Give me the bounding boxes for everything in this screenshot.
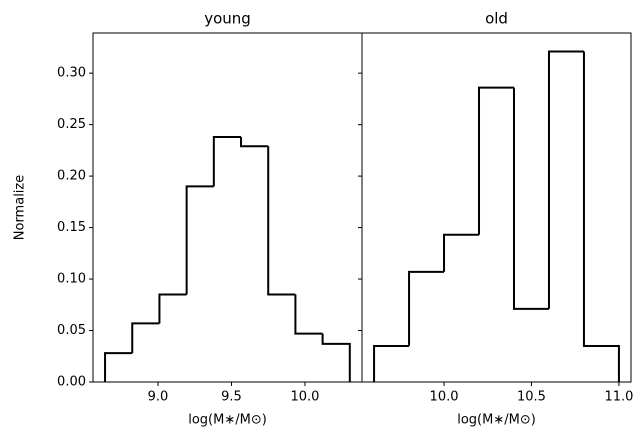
histogram-step (582, 51, 620, 382)
y-tick-label: 0.00 (57, 375, 86, 390)
y-tick-label: 0.05 (57, 323, 86, 338)
x-tick-label: 9.0 (148, 390, 169, 405)
x-tick-label: 10.0 (430, 390, 459, 405)
histogram-step (185, 185, 214, 295)
y-tick-label: 0.25 (57, 117, 86, 132)
y-tick-label: 0.15 (57, 220, 86, 235)
histogram-step (547, 50, 584, 309)
x-tick-label: 9.5 (221, 390, 242, 405)
histogram-step (408, 270, 445, 346)
y-axis-label: Normalize (13, 175, 28, 240)
histogram-step (267, 146, 296, 296)
histogram-step (478, 86, 514, 235)
y-tick-label: 0.20 (57, 169, 86, 184)
x-axis-label: log(M∗/M⊙) (457, 413, 536, 428)
y-tick-label: 0.30 (57, 66, 86, 81)
x-tick-label: 10.0 (290, 390, 319, 405)
histogram-step (212, 135, 242, 187)
histogram-step (240, 136, 269, 148)
panel-title: young (204, 10, 251, 28)
x-tick-label: 10.5 (517, 390, 546, 405)
histogram-step (512, 87, 549, 310)
plot-frame (92, 32, 363, 383)
plot-frame (361, 32, 632, 383)
histogram-step (373, 344, 410, 382)
panel-title: old (485, 10, 508, 28)
x-axis-label: log(M∗/M⊙) (188, 413, 267, 428)
x-tick-label: 11.0 (604, 390, 633, 405)
histogram-step (443, 233, 480, 272)
histogram-step (104, 352, 133, 382)
histogram-step (131, 322, 160, 354)
histogram-step (321, 333, 351, 382)
histogram-step (158, 293, 187, 324)
histogram-step (294, 294, 323, 335)
y-tick-label: 0.10 (57, 272, 86, 287)
